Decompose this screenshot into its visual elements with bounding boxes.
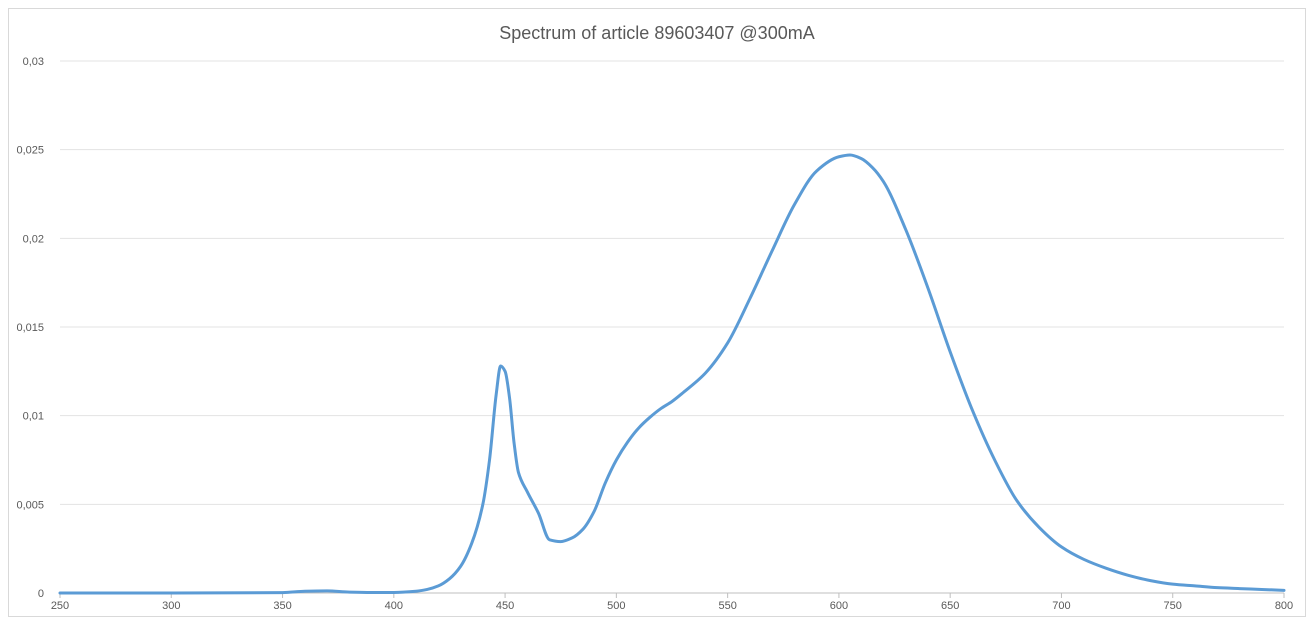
x-tick-label: 400 — [385, 600, 403, 612]
x-tick-label: 350 — [273, 600, 291, 612]
gridlines — [60, 60, 1284, 505]
x-tick-label: 650 — [941, 600, 959, 612]
chart-frame — [8, 8, 1306, 617]
y-tick-label: 0,005 — [16, 499, 44, 511]
y-axis-tick-labels: 0 0,005 0,01 0,015 0,02 0,025 0,03 — [16, 56, 44, 600]
x-tick-label: 300 — [162, 600, 180, 612]
x-tick-label: 250 — [51, 600, 69, 612]
x-tick-label: 450 — [496, 600, 514, 612]
x-tick-label: 800 — [1275, 600, 1293, 612]
x-tick-label: 700 — [1052, 600, 1070, 612]
series-layer — [58, 153, 1286, 595]
x-tick-label: 750 — [1164, 600, 1182, 612]
x-tick-label: 550 — [718, 600, 736, 612]
x-tick-label: 600 — [830, 600, 848, 612]
y-tick-label: 0,02 — [23, 233, 44, 245]
x-tick-label: 500 — [607, 600, 625, 612]
y-tick-label: 0,015 — [16, 322, 44, 334]
y-tick-label: 0,01 — [23, 411, 44, 423]
x-axis-tick-labels: 250 300 350 400 450 500 550 600 650 700 750 800 — [51, 600, 1293, 612]
y-tick-label: 0,025 — [16, 145, 44, 157]
y-tick-label: 0,03 — [23, 56, 44, 68]
chart-title: Spectrum of article 89603407 @300mA — [499, 23, 814, 43]
spectrum-line — [58, 153, 1286, 595]
y-tick-label: 0 — [38, 588, 44, 600]
